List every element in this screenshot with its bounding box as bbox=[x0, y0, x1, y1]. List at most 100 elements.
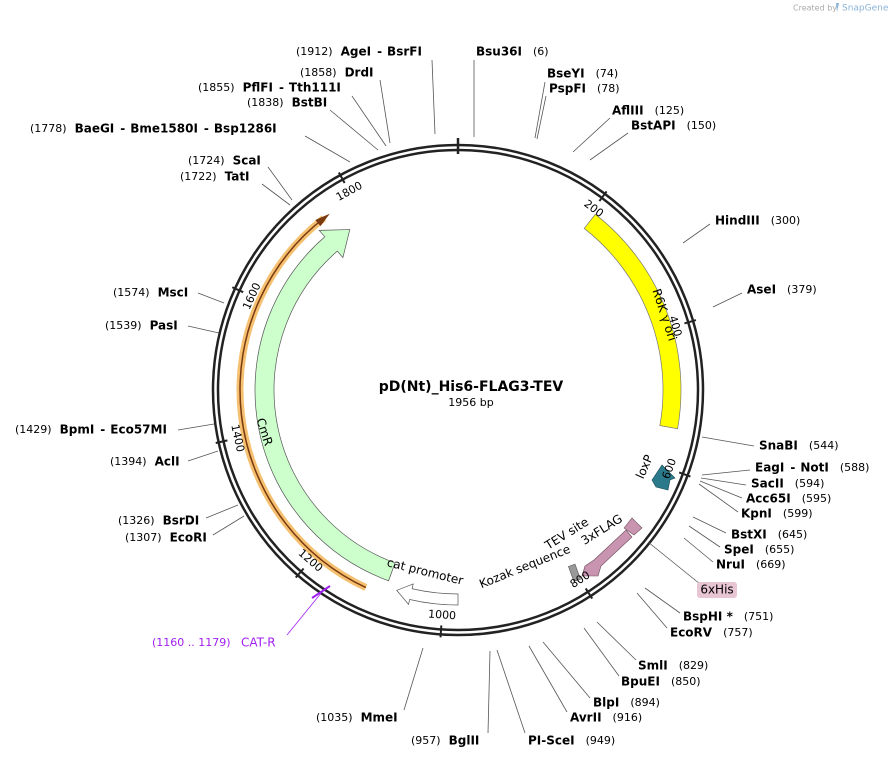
site-leader bbox=[351, 95, 387, 147]
site-leader bbox=[487, 650, 491, 734]
site-position: (544) bbox=[809, 439, 839, 452]
enzyme-name: SmlI bbox=[638, 659, 668, 673]
site-leader bbox=[304, 135, 351, 163]
site-position: (957) bbox=[411, 734, 441, 747]
site-position: (1307) bbox=[125, 531, 162, 544]
enzyme-name: BpuEI bbox=[621, 675, 660, 689]
enzyme-name: NotI bbox=[800, 461, 829, 475]
enzyme-name: ScaI bbox=[233, 154, 261, 168]
enzyme-name: EcoRV bbox=[670, 626, 713, 640]
enzyme-name: Bsu36I bbox=[476, 45, 522, 59]
tick-mark bbox=[584, 587, 594, 600]
separator: - bbox=[120, 122, 125, 136]
enzyme-name: NruI bbox=[716, 558, 745, 572]
site-position: (1394) bbox=[110, 455, 147, 468]
site-position: (594) bbox=[795, 477, 825, 490]
tick-label: 200 bbox=[581, 197, 606, 220]
enzyme-name: EagI bbox=[755, 461, 784, 475]
site-position: (949) bbox=[586, 734, 616, 747]
site-leader bbox=[187, 325, 220, 334]
enzyme-name: BpmI bbox=[60, 423, 95, 437]
enzyme-name: EcoRI bbox=[170, 531, 207, 545]
site-position: (916) bbox=[613, 711, 643, 724]
his-label-box bbox=[697, 582, 737, 598]
site-position: (1855) bbox=[198, 81, 235, 94]
site-position: (1326) bbox=[118, 514, 155, 527]
enzyme-name: AflIII bbox=[612, 104, 644, 118]
enzyme-name: BlpI bbox=[593, 696, 619, 710]
tick-mark bbox=[598, 190, 608, 202]
site-leader bbox=[644, 587, 681, 614]
site-leader bbox=[534, 81, 546, 139]
enzyme-name: PI-SceI bbox=[528, 734, 575, 748]
site-position: (74) bbox=[596, 67, 619, 80]
enzyme-name: BstXI bbox=[731, 528, 767, 542]
enzyme-name: Tth111I bbox=[289, 81, 341, 95]
site-position: (1838) bbox=[247, 96, 284, 109]
site-position: (829) bbox=[679, 659, 709, 672]
site-position: (1912) bbox=[296, 45, 333, 58]
cat-promoter-label: cat promoter bbox=[386, 555, 465, 588]
tick-mark bbox=[678, 471, 691, 478]
site-position: (78) bbox=[597, 82, 620, 95]
site-position: (645) bbox=[778, 528, 808, 541]
site-leader bbox=[699, 480, 743, 499]
enzyme-name: BseYI bbox=[547, 67, 585, 81]
site-leader bbox=[542, 641, 591, 699]
site-position: (125) bbox=[655, 104, 685, 117]
enzyme-name: PasI bbox=[150, 319, 178, 333]
site-position: (850) bbox=[671, 675, 701, 688]
site-leader bbox=[261, 183, 291, 206]
enzyme-name: BstBI bbox=[292, 96, 328, 110]
his-feature bbox=[623, 517, 643, 536]
enzyme-name: Bme1580I bbox=[130, 122, 198, 136]
site-position: (1539) bbox=[105, 319, 142, 332]
site-leader bbox=[379, 79, 391, 144]
site-leader bbox=[431, 59, 436, 135]
separator: - bbox=[377, 45, 382, 59]
site-position: (379) bbox=[787, 283, 817, 296]
site-leader bbox=[701, 469, 751, 476]
site-position: (757) bbox=[723, 626, 753, 639]
site-leader bbox=[528, 645, 568, 713]
site-leader bbox=[583, 627, 620, 677]
site-leader bbox=[692, 516, 727, 534]
site-leader bbox=[205, 504, 239, 519]
site-leader bbox=[683, 537, 714, 563]
enzyme-name: BsrDI bbox=[163, 514, 200, 528]
sites: (1912) AgeI - BsrFI Bsu36I (6)(1858) DrdI BseYI… bbox=[15, 45, 869, 748]
site-leader bbox=[712, 292, 743, 308]
separator: - bbox=[204, 122, 209, 136]
tick-mark bbox=[295, 567, 305, 579]
site-position: (1724) bbox=[188, 154, 225, 167]
enzyme-name: AgeI bbox=[341, 45, 371, 59]
enzyme-name: Bsp1286I bbox=[214, 122, 277, 136]
enzyme-name: MscI bbox=[158, 286, 189, 300]
enzyme-name: SpeI bbox=[724, 543, 754, 557]
site-position: (1429) bbox=[15, 423, 52, 436]
site-leader bbox=[596, 621, 637, 661]
site-position: (595) bbox=[802, 492, 832, 505]
created-by: Created by bbox=[793, 4, 837, 13]
loxp-label: loxP bbox=[633, 453, 656, 481]
enzyme-name: MmeI bbox=[361, 711, 398, 725]
site-position: (6) bbox=[533, 45, 549, 58]
his-label: 6xHis bbox=[700, 583, 733, 597]
site-leader bbox=[329, 109, 379, 151]
primer-site bbox=[311, 585, 331, 599]
site-leader bbox=[496, 649, 526, 734]
enzyme-name: PspFI bbox=[549, 82, 586, 96]
enzyme-name: HindIII bbox=[715, 214, 760, 228]
site-position: (1778) bbox=[30, 122, 67, 135]
site-position: (894) bbox=[630, 696, 660, 709]
site-position: (150) bbox=[687, 119, 717, 132]
enzyme-name: TatI bbox=[225, 170, 250, 184]
site-position: (655) bbox=[765, 543, 795, 556]
enzyme-name: BstAPI bbox=[631, 119, 676, 133]
loxp-feature bbox=[651, 464, 676, 491]
tick-mark bbox=[231, 286, 244, 294]
primer-leader bbox=[286, 591, 323, 636]
his-leader bbox=[647, 541, 701, 585]
enzyme-name: Acc65I bbox=[746, 492, 791, 506]
site-leader bbox=[682, 223, 711, 244]
